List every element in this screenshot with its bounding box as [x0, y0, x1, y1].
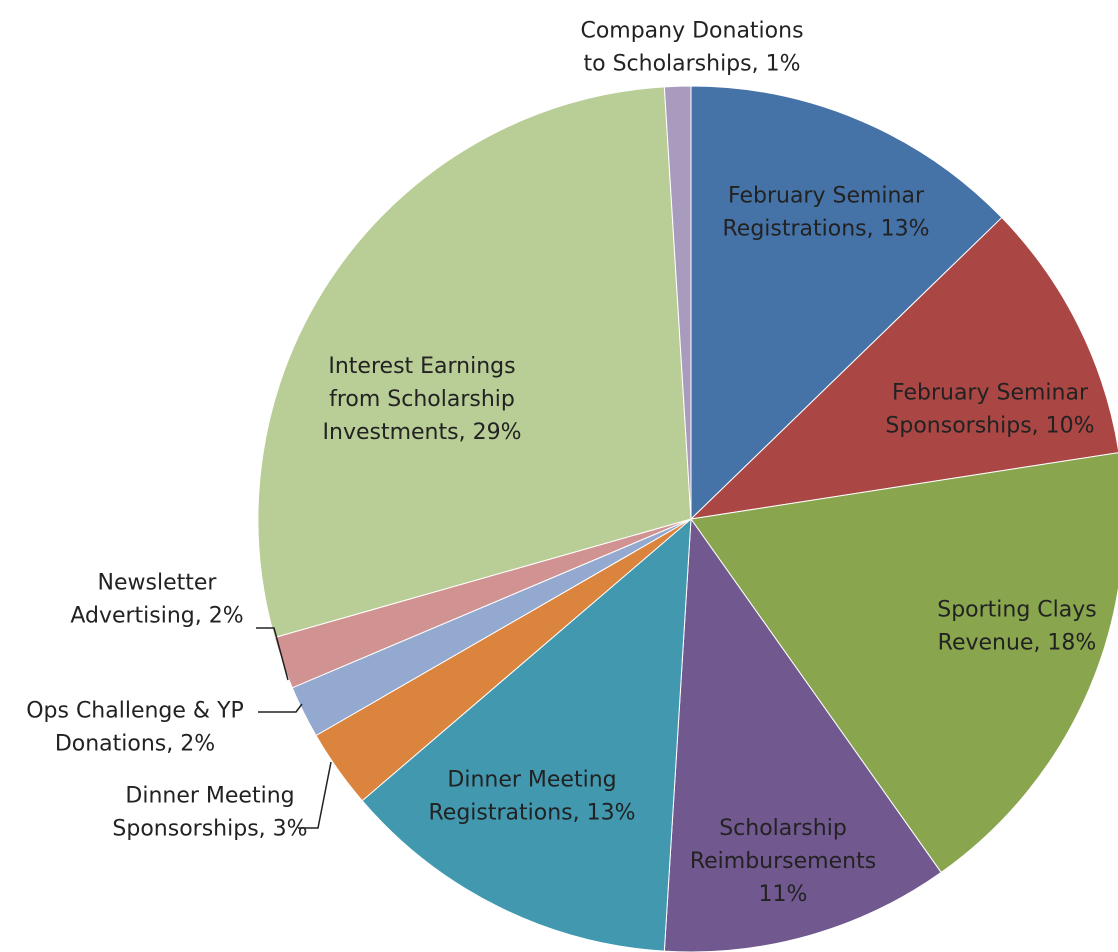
data-label: Newsletter Advertising, 2% — [70, 571, 243, 629]
data-label: Interest Earnings from Scholarship Investm… — [323, 354, 522, 445]
pie-slice — [689, 216, 1118, 520]
data-label-line: Interest Earnings — [328, 354, 515, 379]
pie-slice — [257, 86, 692, 639]
data-label-line: Dinner Meeting — [447, 768, 616, 793]
data-label-line: 11% — [759, 882, 808, 907]
data-label-line: Registrations, 13% — [722, 217, 929, 242]
data-label: Dinner Meeting Sponsorships, 3% — [112, 784, 307, 842]
pie-slice — [361, 517, 692, 952]
data-label-line: from Scholarship — [329, 387, 515, 412]
data-label-line: Newsletter — [98, 571, 218, 596]
data-label-line: Sporting Clays — [937, 598, 1097, 623]
data-label-line: Revenue, 18% — [938, 631, 1097, 656]
pie-slice — [690, 85, 1003, 521]
data-label-line: Registrations, 13% — [428, 801, 635, 826]
data-label: Sporting Clays Revenue, 18% — [937, 598, 1097, 656]
leader-line — [256, 627, 289, 681]
data-label-line: Ops Challenge & YP — [26, 699, 244, 724]
data-label-line: Reimbursements — [690, 849, 876, 874]
data-label: Ops Challenge & YP Donations, 2% — [26, 699, 244, 757]
data-label-line: February Seminar — [892, 381, 1089, 406]
data-label-line: February Seminar — [728, 184, 925, 209]
leader-line — [258, 703, 303, 713]
data-label: February Seminar Sponsorships, 10% — [885, 381, 1094, 439]
pie — [257, 85, 1118, 952]
data-label-line: Scholarship — [719, 816, 847, 841]
data-label-line: Sponsorships, 3% — [112, 817, 307, 842]
data-label: Dinner Meeting Registrations, 13% — [428, 768, 635, 826]
data-label-line: Donations, 2% — [55, 732, 215, 757]
data-label-line: to Scholarships, 1% — [583, 52, 800, 77]
data-label: Scholarship Reimbursements 11% — [690, 816, 876, 907]
pie-slice — [690, 452, 1118, 874]
data-label-line: Company Donations — [580, 19, 803, 44]
pie-slice — [663, 85, 692, 520]
data-label: Company Donations to Scholarships, 1% — [580, 19, 803, 77]
data-label-line: Sponsorships, 10% — [885, 414, 1094, 439]
data-label-line: Dinner Meeting — [125, 784, 294, 809]
data-label-line: Advertising, 2% — [70, 604, 243, 629]
data-label: February Seminar Registrations, 13% — [722, 184, 929, 242]
leader-line — [298, 761, 332, 829]
labels: February Seminar Registrations, 13%Februa… — [26, 19, 1097, 908]
data-label-line: Investments, 29% — [323, 420, 522, 445]
